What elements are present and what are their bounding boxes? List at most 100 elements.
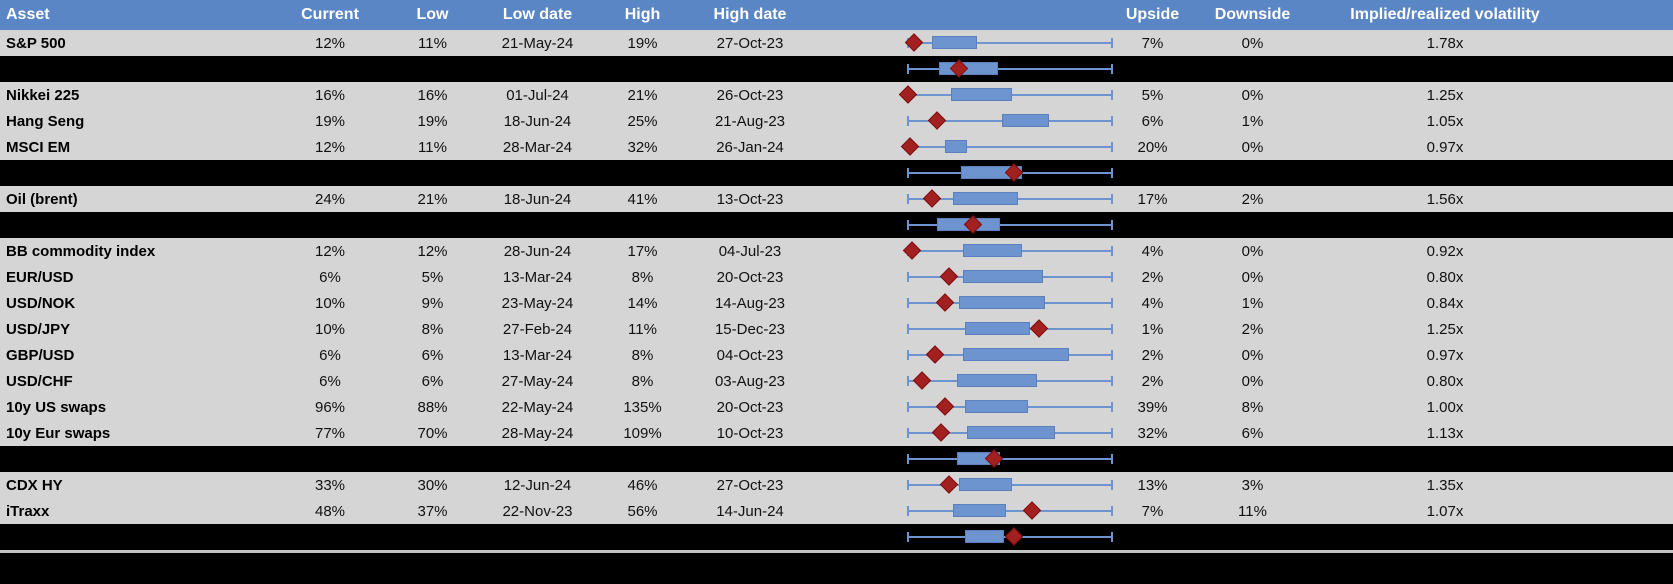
cell-high-date: 15-Dec-23 [714, 320, 786, 338]
cell-current: 19% [314, 112, 346, 130]
boxplot-box [950, 88, 1013, 101]
cell-downside: 1% [1241, 112, 1264, 130]
whisker-cap-right [1111, 90, 1113, 100]
boxplot [907, 160, 1113, 186]
cell-low: 5% [421, 268, 444, 286]
cell-implied-realized-volatility: 1.35x [1426, 476, 1464, 494]
cell-upside: 5% [1141, 86, 1164, 104]
cell-implied-realized-volatility: 1.25x [1426, 320, 1464, 338]
cell-range-chart [805, 524, 1120, 550]
whisker-cap-right [1111, 116, 1113, 126]
cell-asset: 10y US swaps [6, 398, 107, 416]
cell-low-date: 18-Jun-24 [503, 112, 572, 130]
cell-low: 21% [417, 190, 448, 208]
whisker-cap-right [1111, 246, 1113, 256]
cell-current: 96% [314, 398, 346, 416]
cell-downside: 0% [1241, 346, 1264, 364]
cell-range-chart [805, 368, 1120, 394]
cell-upside: 2% [1141, 268, 1164, 286]
cell-low-date: 27-May-24 [501, 372, 574, 390]
cell-asset: iTraxx [6, 502, 50, 520]
boxplot [907, 472, 1113, 498]
boxplot-box [959, 478, 1013, 491]
cell-high: 8% [631, 268, 654, 286]
whisker-cap-right [1111, 532, 1113, 542]
cell-low-date: 23-May-24 [501, 294, 574, 312]
cell-high-date: 04-Oct-23 [716, 346, 784, 364]
current-marker-diamond [1004, 527, 1024, 546]
cell-high: 41% [627, 190, 658, 208]
cell-asset: GBP/USD [6, 346, 75, 364]
cell-range-chart [805, 134, 1120, 160]
cell-implied-realized-volatility: 0.97x [1426, 346, 1464, 364]
table-row: CDX HY 33% 30% 12-Jun-24 46% 27-Oct-23 13% 3% 1.… [0, 472, 1673, 498]
cell-high-date: 14-Jun-24 [716, 502, 784, 520]
current-marker-diamond [898, 85, 918, 104]
bottom-divider [0, 550, 1673, 553]
cell-low: 12% [417, 242, 448, 260]
cell-current: 16% [314, 86, 346, 104]
cell-high: 56% [627, 502, 658, 520]
boxplot-box [944, 140, 968, 153]
boxplot-box [956, 374, 1037, 387]
cell-range-chart [805, 82, 1120, 108]
cell-current: 48% [314, 502, 346, 520]
cell-range-chart [805, 472, 1120, 498]
cell-current: 33% [314, 476, 346, 494]
cell-low-date: 22-Nov-23 [502, 502, 573, 520]
table-row: Nikkei 225 16% 16% 01-Jul-24 21% 26-Oct-23 5% 0… [0, 82, 1673, 108]
current-marker-diamond [925, 345, 944, 364]
cell-current: 77% [314, 424, 346, 442]
cell-upside: 4% [1141, 294, 1164, 312]
whisker-cap-right [1111, 454, 1113, 464]
cell-upside: 2% [1141, 346, 1164, 364]
cell-high-date: 13-Oct-23 [716, 190, 784, 208]
boxplot [904, 30, 1113, 56]
whisker-cap-right [1111, 168, 1113, 178]
whisker-cap-left [907, 454, 909, 464]
cell-implied-realized-volatility: 0.84x [1426, 294, 1464, 312]
whisker-cap-right [1111, 142, 1113, 152]
cell-upside: 17% [1137, 190, 1168, 208]
current-marker-diamond [1023, 501, 1042, 520]
cell-low: 30% [417, 476, 448, 494]
cell-high: 109% [623, 424, 662, 442]
current-marker-diamond [904, 33, 924, 52]
cell-current: 6% [319, 268, 341, 286]
cell-range-chart [805, 290, 1120, 316]
cell-downside: 2% [1241, 320, 1264, 338]
cell-current: 10% [314, 294, 346, 312]
cell-upside: 1% [1141, 320, 1164, 338]
table-header-row: Asset Current Low Low date High High dat… [0, 0, 1673, 30]
cell-implied-realized-volatility: 1.78x [1426, 34, 1464, 52]
cell-upside: 4% [1141, 242, 1164, 260]
cell-range-chart [805, 420, 1120, 446]
cell-asset: MSCI EM [6, 138, 71, 156]
cell-implied-realized-volatility: 0.97x [1426, 138, 1464, 156]
whisker-cap-right [1111, 402, 1113, 412]
separator-row [0, 446, 1673, 472]
cell-low: 8% [421, 320, 444, 338]
whisker-cap-right [1111, 38, 1113, 48]
cell-high-date: 21-Aug-23 [714, 112, 786, 130]
cell-high: 8% [631, 372, 654, 390]
boxplot [907, 368, 1113, 394]
cell-asset: BB commodity index [6, 242, 156, 260]
whisker-cap-left [907, 402, 909, 412]
separator-row [0, 212, 1673, 238]
cell-asset: Hang Seng [6, 112, 85, 130]
cell-range-chart [805, 316, 1120, 342]
current-marker-diamond [902, 241, 922, 260]
current-marker-diamond [900, 137, 920, 156]
boxplot-whisker [908, 42, 1112, 44]
boxplot [898, 82, 1113, 108]
boxplot [907, 108, 1113, 134]
boxplot [907, 394, 1113, 420]
cell-low-date: 13-Mar-24 [502, 268, 573, 286]
whisker-cap-right [1111, 480, 1113, 490]
cell-asset: CDX HY [6, 476, 63, 494]
whisker-cap-left [907, 506, 909, 516]
current-marker-diamond [913, 371, 932, 390]
cell-low-date: 27-Feb-24 [502, 320, 573, 338]
